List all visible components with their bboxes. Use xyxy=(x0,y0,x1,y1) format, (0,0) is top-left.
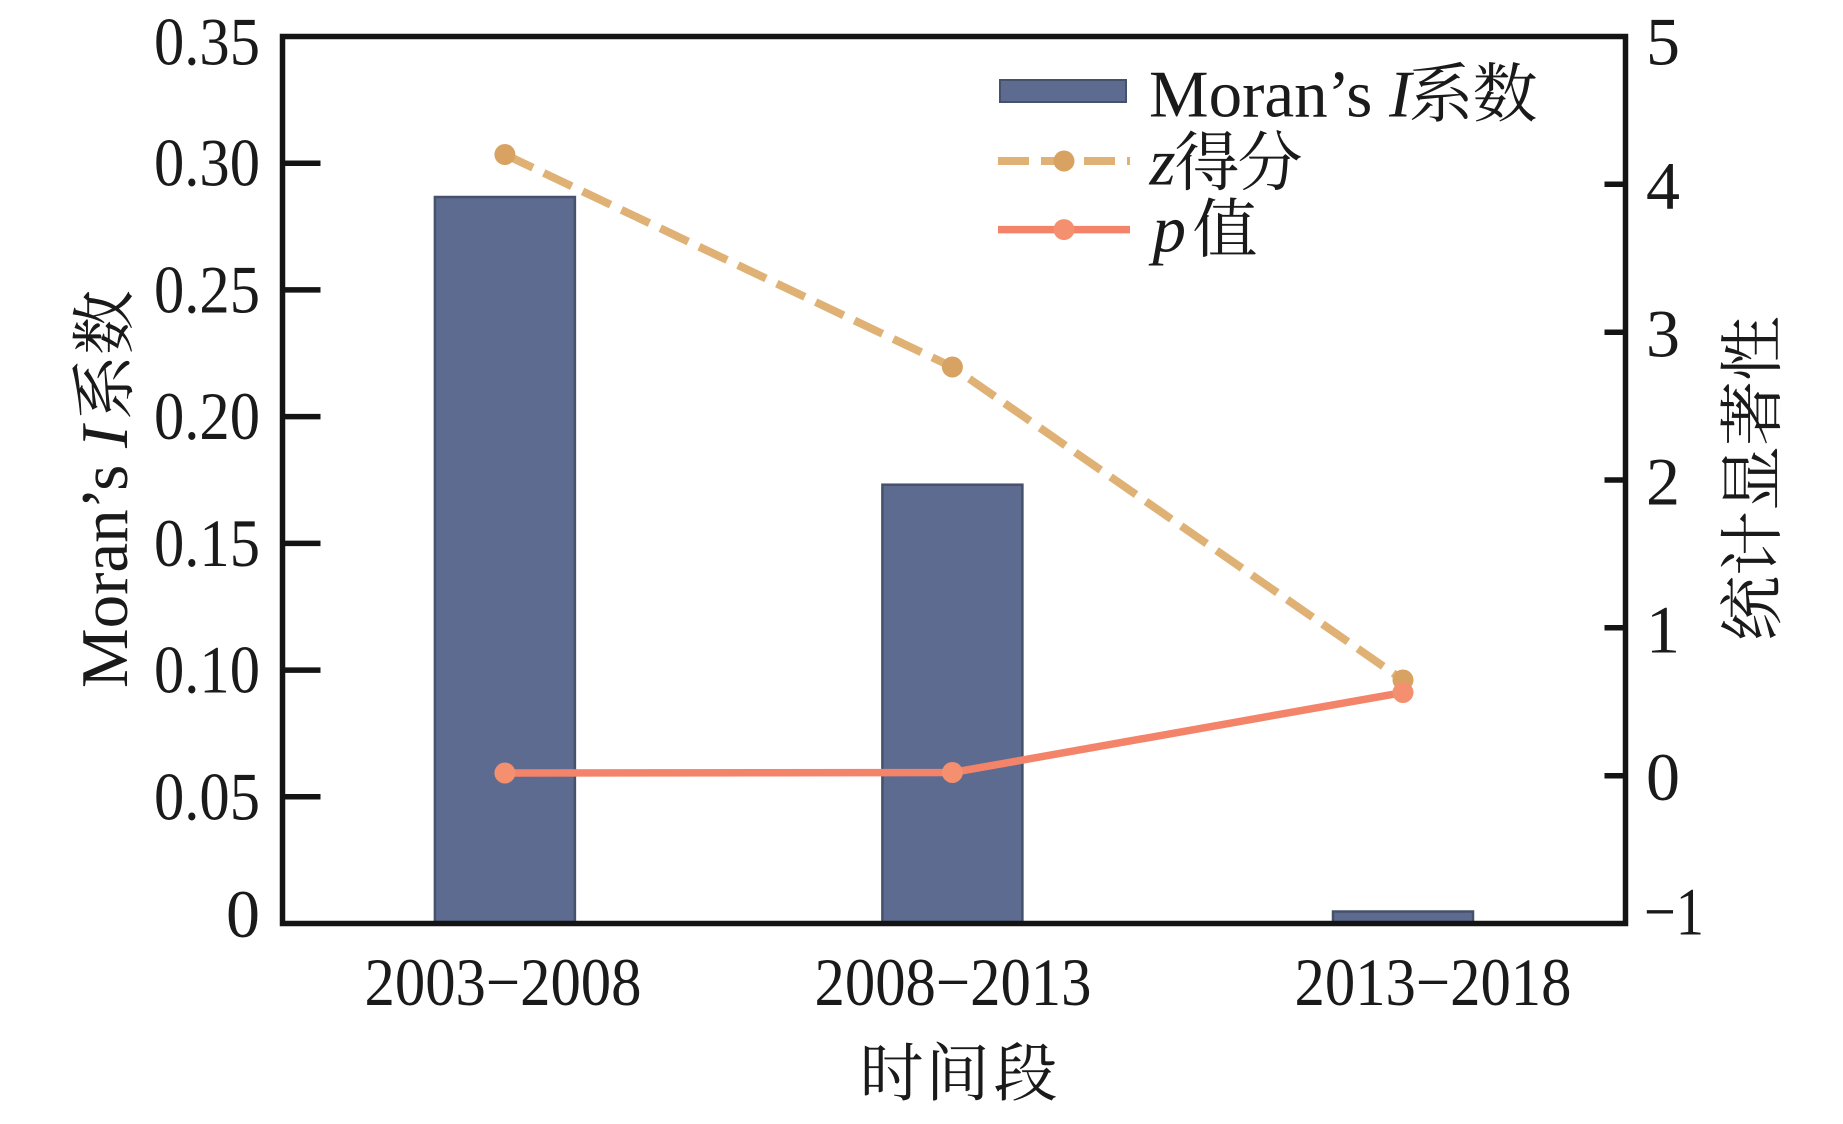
svg-text:1: 1 xyxy=(1646,591,1680,667)
svg-text:0.05: 0.05 xyxy=(154,758,260,834)
svg-text:0.20: 0.20 xyxy=(154,378,260,454)
svg-text:0: 0 xyxy=(1646,739,1680,815)
svg-text:0.35: 0.35 xyxy=(154,4,260,80)
svg-text:3: 3 xyxy=(1646,296,1680,372)
svg-text:p: p xyxy=(1149,193,1187,267)
svg-text:2003−2008: 2003−2008 xyxy=(365,944,642,1020)
svg-text:4: 4 xyxy=(1646,148,1680,224)
svg-text:2: 2 xyxy=(1646,444,1680,520)
svg-text:−1: −1 xyxy=(1644,874,1704,950)
svg-text:0.15: 0.15 xyxy=(154,505,260,581)
svg-text:2008−2013: 2008−2013 xyxy=(815,944,1092,1020)
svg-text:z: z xyxy=(1149,126,1176,200)
svg-text:0.25: 0.25 xyxy=(154,251,260,327)
svg-text:Moran’s I: Moran’s I xyxy=(1149,58,1414,132)
svg-text:0: 0 xyxy=(226,876,260,952)
svg-text:0.10: 0.10 xyxy=(154,632,260,708)
svg-text:5: 5 xyxy=(1646,4,1680,80)
svg-text:Moran’s I: Moran’s I xyxy=(68,423,142,688)
svg-text:0.30: 0.30 xyxy=(154,125,260,201)
svg-text:2013−2018: 2013−2018 xyxy=(1295,944,1572,1020)
